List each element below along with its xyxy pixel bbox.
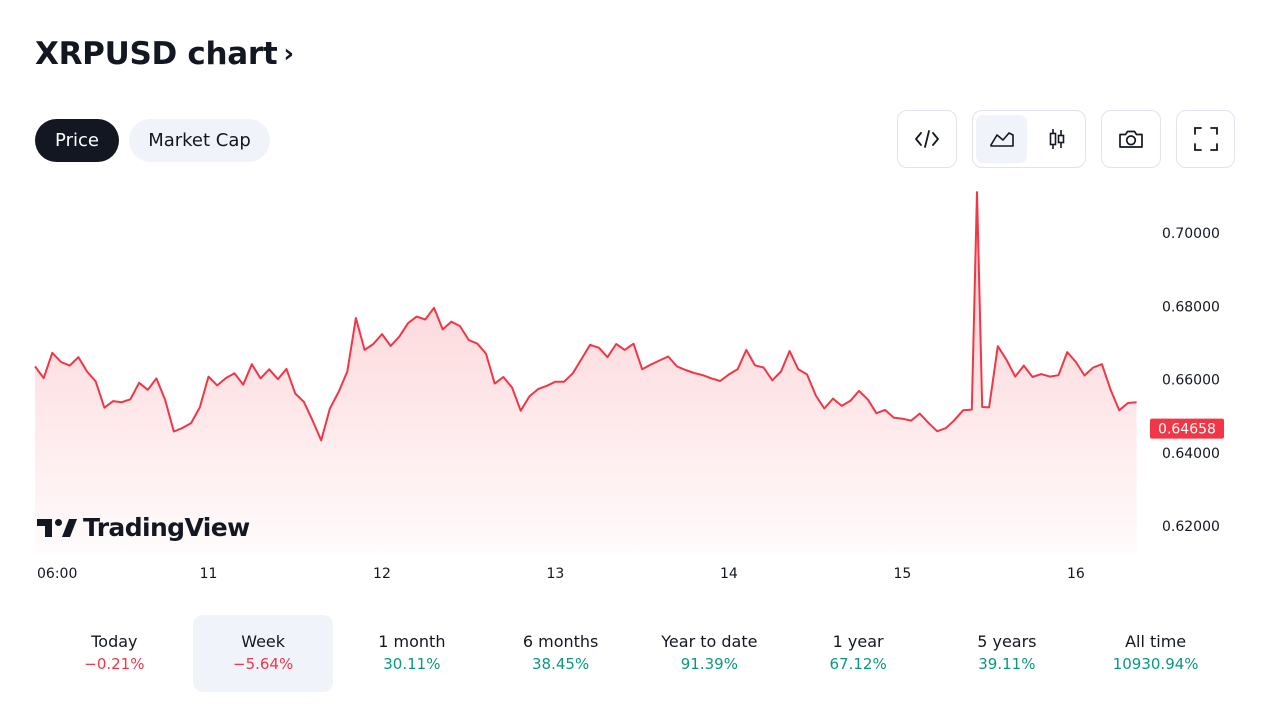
period-1[interactable]: Week −5.64% <box>193 615 334 692</box>
candlestick-chart-icon <box>1031 115 1082 163</box>
period-change: 91.39% <box>680 655 738 673</box>
y-tick-label: 0.68000 <box>1162 299 1220 315</box>
period-change: −5.64% <box>233 655 294 673</box>
y-tick-label: 0.62000 <box>1162 519 1220 535</box>
price-area-fill <box>35 192 1137 552</box>
x-axis: 06:00 11 12 13 14 15 16 <box>37 566 1085 582</box>
price-line <box>34 191 1137 442</box>
period-label: Year to date <box>661 632 758 651</box>
embed-button[interactable] <box>897 110 957 168</box>
period-2[interactable]: 1 month 30.11% <box>342 615 482 692</box>
chevron-right-icon: › <box>283 39 294 69</box>
area-chart-icon <box>976 115 1027 163</box>
period-change: 10930.94% <box>1112 655 1199 673</box>
x-tick-label: 16 <box>1067 566 1085 582</box>
chart-style-group <box>972 110 1086 168</box>
period-change: 38.45% <box>532 655 590 673</box>
x-tick-label: 14 <box>720 566 738 582</box>
period-label: Week <box>241 632 286 651</box>
tab-price[interactable]: Price <box>35 119 119 162</box>
tab-market-cap[interactable]: Market Cap <box>129 119 270 162</box>
period-change: −0.21% <box>84 655 145 673</box>
period-0[interactable]: Today −0.21% <box>44 615 184 692</box>
period-change: 67.12% <box>829 655 887 673</box>
last-price-label: 0.64658 <box>1150 418 1224 439</box>
x-tick-label: 12 <box>373 566 391 582</box>
period-label: 6 months <box>522 632 599 651</box>
tab-market-cap-label: Market Cap <box>148 130 251 151</box>
x-tick-label: 06:00 <box>37 566 77 582</box>
fullscreen-icon <box>1177 111 1234 167</box>
x-tick-label: 11 <box>200 566 218 582</box>
y-axis: 0.70000 0.68000 0.66000 0.64000 0.62000 <box>1162 226 1220 535</box>
period-label: 5 years <box>977 632 1037 651</box>
period-label: 1 month <box>378 632 446 651</box>
embed-code-icon <box>898 111 956 167</box>
page-title[interactable]: XRPUSD chart › <box>35 36 294 72</box>
tradingview-logo-icon <box>37 518 77 537</box>
area-style-button[interactable] <box>976 115 1027 163</box>
fullscreen-button[interactable] <box>1176 110 1235 168</box>
last-price-text: 0.64658 <box>1158 422 1216 438</box>
x-tick-label: 13 <box>547 566 565 582</box>
period-change: 30.11% <box>383 655 441 673</box>
period-7[interactable]: All time 10930.94% <box>1086 615 1226 692</box>
period-5[interactable]: 1 year 67.12% <box>788 615 928 692</box>
camera-icon <box>1102 111 1160 167</box>
tradingview-logo-text: TradingView <box>83 513 250 542</box>
period-6[interactable]: 5 years 39.11% <box>937 615 1077 692</box>
performance-periods: Today −0.21% Week −5.64% 1 month 30.11% 6 mont… <box>40 615 1230 692</box>
period-4[interactable]: Year to date 91.39% <box>639 615 779 692</box>
snapshot-button[interactable] <box>1101 110 1161 168</box>
y-tick-label: 0.70000 <box>1162 226 1220 242</box>
period-label: All time <box>1125 632 1187 651</box>
period-label: 1 year <box>832 632 884 651</box>
y-tick-label: 0.64000 <box>1162 446 1220 462</box>
tab-price-label: Price <box>55 130 99 151</box>
chart-title: XRPUSD chart <box>35 36 278 72</box>
candle-style-button[interactable] <box>1031 115 1082 163</box>
tradingview-logo[interactable]: TradingView <box>37 513 250 542</box>
y-tick-label: 0.66000 <box>1162 373 1220 389</box>
period-change: 39.11% <box>978 655 1036 673</box>
period-label: Today <box>91 632 138 651</box>
price-chart[interactable]: 0.70000 0.68000 0.66000 0.64000 0.62000 06:0… <box>0 180 1280 600</box>
x-tick-label: 15 <box>893 566 911 582</box>
period-3[interactable]: 6 months 38.45% <box>491 615 631 692</box>
last-price-badge <box>1150 418 1224 439</box>
